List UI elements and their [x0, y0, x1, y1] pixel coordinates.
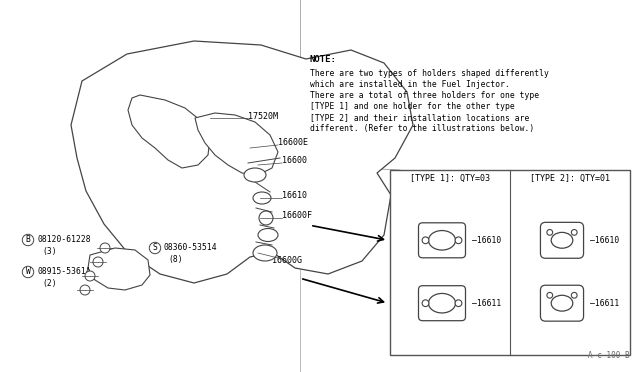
Text: There are two types of holders shaped differently: There are two types of holders shaped di…: [310, 69, 549, 78]
Circle shape: [85, 271, 95, 281]
Text: [TYPE 2] and their installation locations are: [TYPE 2] and their installation location…: [310, 113, 529, 122]
Bar: [390, 170, 630, 355]
FancyBboxPatch shape: [540, 222, 584, 258]
Text: S: S: [152, 244, 157, 253]
Ellipse shape: [551, 295, 573, 311]
Text: 17520M: 17520M: [248, 112, 278, 121]
Circle shape: [93, 257, 103, 267]
Polygon shape: [88, 248, 150, 290]
Text: [TYPE 1]: QTY=03: [TYPE 1]: QTY=03: [410, 174, 490, 183]
Text: (2): (2): [42, 279, 56, 288]
Ellipse shape: [253, 192, 271, 204]
Text: [TYPE 1] and one holder for the other type: [TYPE 1] and one holder for the other ty…: [310, 102, 515, 111]
FancyBboxPatch shape: [419, 223, 465, 258]
Text: A-c 100 B: A-c 100 B: [588, 351, 630, 360]
Text: NOTE:: NOTE:: [310, 55, 337, 64]
Circle shape: [455, 300, 462, 307]
Text: —16611: —16611: [590, 299, 620, 308]
Circle shape: [100, 243, 110, 253]
Text: 08120-61228: 08120-61228: [38, 235, 92, 244]
Circle shape: [547, 292, 553, 298]
Text: —16611: —16611: [472, 299, 501, 308]
Polygon shape: [195, 113, 278, 175]
Text: [TYPE 2]: QTY=01: [TYPE 2]: QTY=01: [530, 174, 610, 183]
Text: There are a total of three holders for one type: There are a total of three holders for o…: [310, 91, 539, 100]
Text: which are installed in the Fuel Injector.: which are installed in the Fuel Injector…: [310, 80, 510, 89]
Circle shape: [572, 230, 577, 235]
Polygon shape: [71, 41, 413, 283]
Circle shape: [547, 230, 553, 235]
Circle shape: [422, 300, 429, 307]
Ellipse shape: [551, 232, 573, 248]
Ellipse shape: [253, 245, 277, 261]
Ellipse shape: [429, 294, 456, 313]
Circle shape: [572, 292, 577, 298]
Text: 16600: 16600: [282, 156, 307, 165]
Ellipse shape: [244, 168, 266, 182]
FancyBboxPatch shape: [540, 285, 584, 321]
Text: —16610: —16610: [590, 236, 620, 245]
Text: (8): (8): [168, 255, 182, 264]
FancyBboxPatch shape: [419, 286, 465, 321]
Text: 16600E: 16600E: [278, 138, 308, 147]
Text: B: B: [26, 235, 31, 244]
Text: 16600F: 16600F: [282, 211, 312, 220]
Text: —16610: —16610: [472, 236, 501, 245]
Circle shape: [422, 237, 429, 244]
Polygon shape: [128, 95, 210, 168]
Text: W: W: [26, 267, 31, 276]
Circle shape: [259, 211, 273, 225]
Text: (3): (3): [42, 247, 56, 256]
Text: 08915-5361A: 08915-5361A: [38, 267, 92, 276]
Text: 16600G: 16600G: [272, 256, 302, 265]
Circle shape: [80, 285, 90, 295]
Text: 16610: 16610: [282, 191, 307, 200]
Text: 08360-53514: 08360-53514: [163, 243, 216, 252]
Ellipse shape: [429, 231, 456, 250]
Circle shape: [455, 237, 462, 244]
Ellipse shape: [258, 228, 278, 241]
Text: different. (Refer to the illustrations below.): different. (Refer to the illustrations b…: [310, 124, 534, 133]
